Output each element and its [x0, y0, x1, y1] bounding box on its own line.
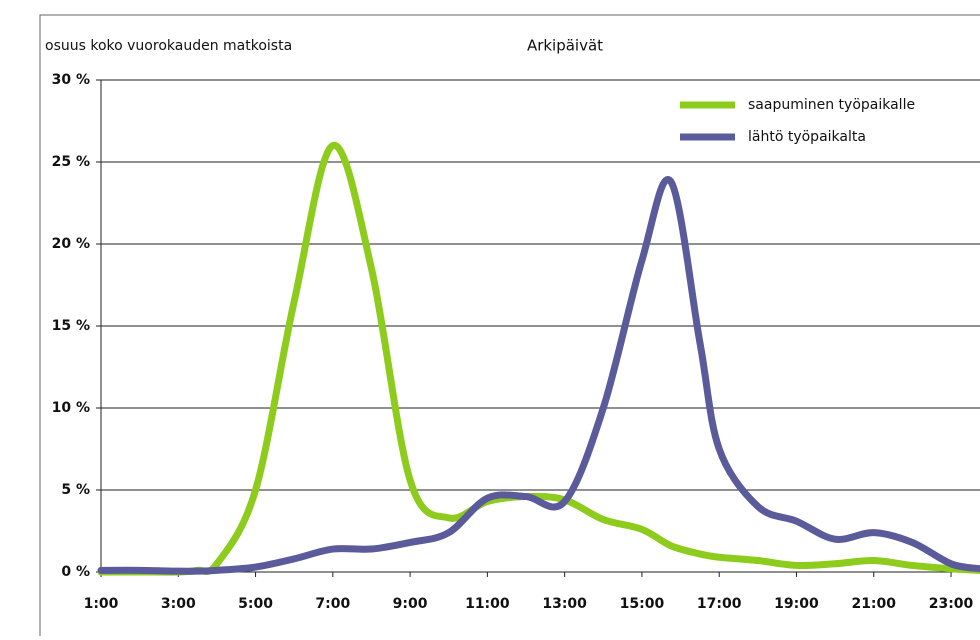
x-tick-label: 13:00	[542, 596, 587, 612]
chart-title: Arkipäivät	[527, 37, 603, 55]
y-tick-label: 5 %	[61, 482, 90, 498]
x-tick-label: 7:00	[315, 596, 350, 612]
x-tick-label: 17:00	[697, 596, 742, 612]
x-tick-label: 1:00	[84, 596, 119, 612]
frame	[39, 14, 980, 640]
x-tick-label: 19:00	[774, 596, 819, 612]
y-tick-label: 10 %	[52, 400, 90, 416]
x-tick-label: 11:00	[465, 596, 510, 612]
x-tick-label: 3:00	[161, 596, 196, 612]
x-tick-label: 15:00	[620, 596, 665, 612]
y-tick-label: 0 %	[61, 564, 90, 580]
data-line	[97, 176, 980, 575]
legend-label: saapuminen työpaikalle	[748, 97, 915, 113]
y-axis-label: osuus koko vuorokauden matkoista	[45, 38, 292, 54]
y-tick-label: 20 %	[52, 236, 90, 252]
legend-label: lähtö työpaikalta	[748, 129, 866, 145]
data-line	[97, 142, 980, 576]
x-tick-label: 23:00	[929, 596, 974, 612]
x-tick-label: 21:00	[851, 596, 896, 612]
y-tick-label: 25 %	[52, 154, 90, 170]
x-tick-label: 5:00	[238, 596, 273, 612]
y-tick-label: 15 %	[52, 318, 90, 334]
x-tick-label: 9:00	[393, 596, 428, 612]
y-tick-label: 30 %	[52, 72, 90, 88]
